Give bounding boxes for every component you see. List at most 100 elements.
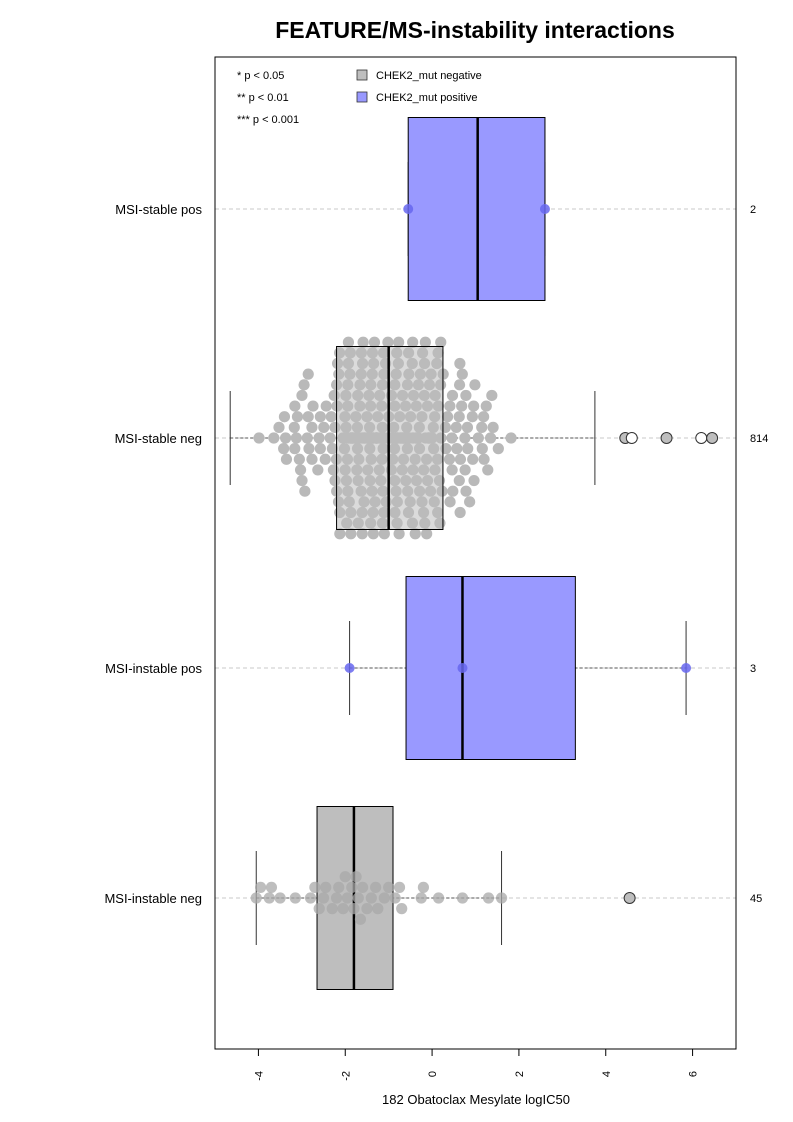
data-point [403,204,414,214]
data-point [480,400,492,412]
data-point [487,421,499,433]
data-point [468,400,480,412]
group-label: MSI-instable pos [105,661,202,676]
data-point [299,485,311,497]
data-point [456,368,468,380]
data-point [330,892,343,904]
data-point [356,528,368,540]
data-point [435,336,447,348]
data-point [354,913,367,925]
data-point [370,881,382,893]
data-point [324,432,336,444]
data-point [453,411,465,423]
data-point [280,453,293,465]
data-point [303,443,315,455]
group-label: MSI-instable neg [104,891,202,906]
data-point [320,881,332,893]
data-point [344,663,355,673]
data-point [486,389,498,402]
data-point [294,464,307,476]
data-layer [229,117,719,990]
data-point [378,528,390,540]
data-point [293,453,305,465]
data-point [339,871,351,883]
data-point [312,464,324,476]
data-point [454,506,466,519]
data-point [268,432,280,444]
chart-title: FEATURE/MS-instability interactions [275,17,675,43]
data-point [265,881,278,893]
data-point [254,881,267,893]
x-tick-label: -4 [253,1071,265,1081]
x-tick-label: 0 [427,1071,439,1077]
data-point [495,892,508,904]
data-point [407,336,419,348]
data-point [288,421,300,433]
data-point [326,903,338,915]
data-point [307,400,319,412]
data-point [357,881,369,893]
data-point [280,432,292,444]
data-point [334,528,346,540]
data-point [274,892,286,904]
data-point [291,411,304,423]
data-point [306,453,318,465]
data-point [301,432,313,444]
outlier-point [623,892,636,904]
data-point [681,663,692,673]
data-point [317,892,330,904]
group-count: 45 [750,893,762,905]
data-point [352,892,364,904]
data-point [372,903,384,915]
outlier-point [695,432,708,444]
data-point [460,389,472,402]
data-point [467,453,479,465]
data-point [342,336,355,348]
data-point [357,336,369,348]
group-count: 3 [750,663,756,675]
data-point [348,903,360,915]
data-point [345,528,357,540]
data-point [302,368,314,380]
data-point [469,379,481,391]
data-point [289,892,301,904]
data-point [460,485,472,497]
legend-swatch [356,91,368,103]
data-point [309,881,321,893]
group-label: MSI-stable pos [115,202,202,217]
data-point [419,336,431,348]
data-point [263,892,275,904]
data-point [444,400,456,412]
data-point [393,336,405,348]
data-point [350,871,362,883]
significance-legend-item: ** p < 0.01 [237,92,289,104]
data-point [320,400,332,412]
data-point [415,892,427,904]
x-tick-label: 4 [601,1071,613,1077]
data-point [457,663,468,673]
significance-legend-item: * p < 0.05 [237,70,284,82]
data-point [296,474,308,487]
data-point [466,411,478,423]
data-point [273,421,285,433]
data-point [444,496,456,508]
outlier-point [706,432,719,444]
data-point [456,400,468,412]
data-point [453,379,466,391]
data-point [298,379,310,391]
data-point [393,881,406,893]
data-point [478,453,490,465]
data-point [393,528,405,540]
data-point [454,357,466,370]
x-axis-label: 182 Obatoclax Mesylate logIC50 [382,1092,570,1107]
data-point [314,411,326,423]
data-point [464,496,476,508]
data-point [454,453,467,465]
data-point [482,464,494,476]
legend-swatch [356,69,368,81]
data-point [368,336,381,348]
data-point [278,411,291,423]
data-point [346,881,358,893]
data-point [253,432,265,444]
